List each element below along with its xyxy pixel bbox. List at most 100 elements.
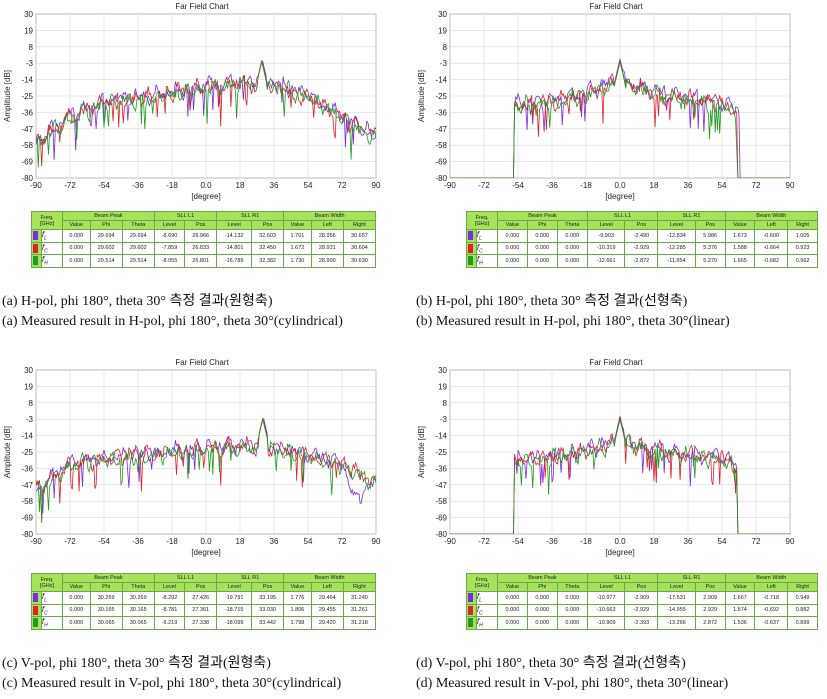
- sub-header: Pos: [251, 220, 285, 230]
- table-cell: -14.132: [216, 229, 253, 243]
- far-field-chart-b: Far Field Chart 30 19 8 -3 -14 -25 -36 -47 -58 -69…: [417, 2, 795, 201]
- x-tick-label: -36: [546, 181, 558, 190]
- table-cell: -16.789: [216, 254, 253, 268]
- freq-label: fH: [40, 616, 64, 630]
- table-cell: 27.361: [184, 603, 218, 618]
- x-tick-label: 36: [684, 181, 693, 190]
- table-cell: -10.663: [586, 603, 626, 618]
- table-cell: -14.955: [657, 603, 696, 618]
- table-cell: -19.791: [216, 591, 253, 605]
- series-line: [36, 60, 376, 167]
- sub-header: Phi: [89, 582, 123, 592]
- table-cell: 0.000: [526, 254, 558, 268]
- y-tick-label: -3: [26, 415, 34, 424]
- table-cell: -10.909: [586, 616, 626, 630]
- y-tick-label: -36: [21, 464, 33, 473]
- table-cell: 32.603: [251, 229, 285, 243]
- y-tick-label: 19: [438, 382, 447, 391]
- table-cell: 30.269: [89, 591, 123, 605]
- table-cell: 2.929: [694, 603, 726, 618]
- x-tick-label: -54: [98, 181, 110, 190]
- beam-peak-header: Beam Peak: [62, 573, 155, 583]
- table-cell: 0.000: [62, 603, 91, 618]
- table-row: fC 0.000 0.000 0.000 -10.319 -2.929 -12.285 5.3…: [466, 241, 818, 256]
- x-tick-label: -72: [64, 537, 76, 546]
- table-cell: 29.455: [310, 603, 344, 618]
- table-cell: 28.956: [310, 229, 344, 243]
- sub-header: Left: [754, 582, 789, 592]
- table-cell: 1.536: [724, 616, 756, 630]
- x-tick-label: -90: [30, 537, 42, 546]
- y-tick-label: -36: [435, 464, 447, 473]
- sll-r1-header: SLL R1: [657, 211, 726, 221]
- y-tick-label: -80: [21, 174, 33, 183]
- y-axis-label: Amplitude [dB]: [3, 426, 12, 478]
- x-tick-label: -36: [546, 537, 558, 546]
- beam-width-header: Beam Width: [283, 573, 376, 583]
- sub-header: Right: [342, 582, 377, 592]
- x-tick-label: -90: [30, 181, 42, 190]
- y-tick-label: -80: [21, 530, 33, 539]
- table-cell: 1.588: [724, 241, 756, 256]
- table-cell: 0.000: [526, 241, 558, 256]
- table-cell: 0.000: [556, 254, 588, 268]
- table-cell: -14.801: [216, 241, 253, 256]
- table-cell: -11.954: [657, 254, 696, 268]
- x-tick-label: 90: [786, 181, 795, 190]
- table-cell: 1.667: [724, 591, 756, 605]
- sub-header: Level: [153, 582, 186, 592]
- sub-header: Phi: [526, 582, 558, 592]
- table-cell: 29.602: [121, 241, 155, 256]
- freq-label: fC: [40, 603, 64, 618]
- series-swatch: [31, 254, 42, 268]
- table-cell: -2.929: [624, 241, 659, 256]
- beam-peak-header: Beam Peak: [497, 573, 588, 583]
- table-cell: 0.000: [526, 229, 558, 243]
- table-cell: 29.602: [89, 241, 123, 256]
- table-row: fH 0.000 0.000 0.000 -12.661 -2.872 -11.954 5.2…: [466, 254, 818, 268]
- freq-label: fH: [475, 616, 499, 630]
- table-cell: 0.000: [497, 603, 528, 618]
- sub-header: Level: [153, 220, 186, 230]
- x-axis-label: [degree]: [191, 192, 220, 201]
- beam-width-header: Beam Width: [283, 211, 376, 221]
- y-tick-label: 19: [438, 26, 447, 35]
- freq-header: Freq. [GHz]: [466, 211, 498, 230]
- sub-header: Right: [342, 220, 377, 230]
- y-tick-label: 30: [438, 10, 447, 19]
- sll-r1-header: SLL R1: [657, 573, 726, 583]
- freq-label: fC: [40, 241, 64, 256]
- table-cell: 1.776: [283, 591, 312, 605]
- table-cell: 5.376: [694, 241, 726, 256]
- freq-label: fH: [40, 254, 64, 268]
- x-tick-label: 72: [752, 181, 761, 190]
- x-tick-label: 90: [372, 181, 381, 190]
- chart-title: Far Field Chart: [175, 358, 229, 367]
- table-cell: 31.218: [342, 616, 377, 630]
- series-line: [36, 417, 376, 524]
- far-field-chart-d: Far Field Chart 30 19 8 -3 -14 -25 -36 -47 -58 -69…: [417, 358, 795, 557]
- y-tick-label: 30: [24, 366, 33, 375]
- caption-en-b: (b) Measured result in H-pol, phi 180°, …: [416, 314, 730, 329]
- series-swatch: [31, 229, 42, 243]
- table-cell: -0.692: [754, 603, 789, 618]
- sll-r1-header: SLL R1: [216, 211, 285, 221]
- far-field-chart-c: Far Field Chart 30 19 8 -3 -14 -25 -36 -47 -58 -69…: [3, 358, 381, 557]
- table-cell: -9.219: [153, 616, 186, 630]
- table-cell: -10.319: [586, 241, 626, 256]
- caption-ko-c: (c) V-pol, phi 180°, theta 30° 측정 결과(원형축…: [2, 656, 271, 671]
- table-row: fL 0.000 0.000 0.000 -9.903 -2.490 -12.834 5.98…: [466, 229, 818, 243]
- table-cell: 1.701: [283, 229, 312, 243]
- x-tick-label: 0.0: [614, 537, 626, 546]
- freq-label: fC: [475, 603, 499, 618]
- x-tick-label: 90: [786, 537, 795, 546]
- y-tick-label: -36: [435, 108, 447, 117]
- table-cell: 32.450: [251, 241, 285, 256]
- table-cell: 1.798: [283, 616, 312, 630]
- table-cell: 30.165: [121, 603, 155, 618]
- y-axis-label: Amplitude [dB]: [3, 70, 12, 122]
- x-tick-label: 72: [338, 537, 347, 546]
- table-cell: -12.285: [657, 241, 696, 256]
- table-cell: 5.270: [694, 254, 726, 268]
- y-tick-label: -14: [435, 432, 447, 441]
